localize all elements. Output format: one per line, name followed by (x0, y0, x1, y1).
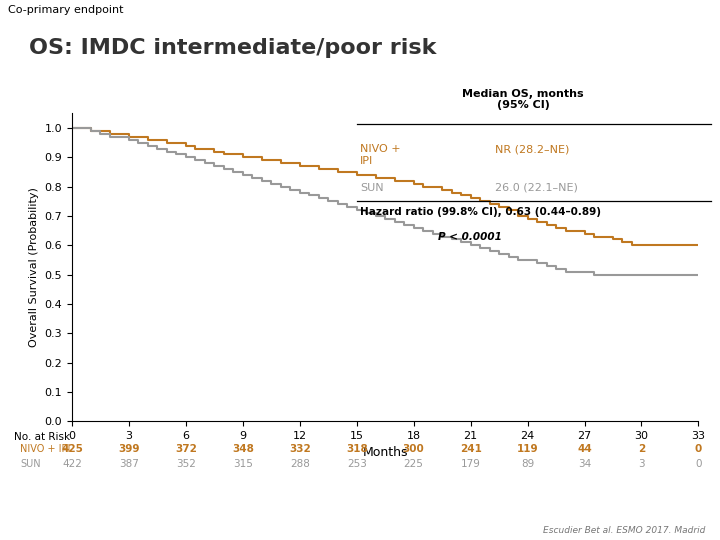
Text: 0: 0 (695, 459, 702, 469)
Text: 348: 348 (232, 444, 253, 454)
Text: 300: 300 (402, 444, 425, 454)
Text: NIVO + IPI: NIVO + IPI (20, 444, 71, 454)
Text: 119: 119 (517, 444, 539, 454)
Text: OS: IMDC intermediate/poor risk: OS: IMDC intermediate/poor risk (29, 38, 436, 58)
Text: 399: 399 (118, 444, 140, 454)
Text: SUN: SUN (20, 459, 41, 469)
Text: Co-primary endpoint: Co-primary endpoint (7, 5, 123, 15)
X-axis label: Months: Months (362, 447, 408, 460)
Text: 372: 372 (175, 444, 197, 454)
Text: 241: 241 (459, 444, 482, 454)
Text: 44: 44 (577, 444, 592, 454)
Text: 288: 288 (290, 459, 310, 469)
Text: NR (28.2–NE): NR (28.2–NE) (495, 144, 570, 154)
Text: 332: 332 (289, 444, 310, 454)
Text: 89: 89 (521, 459, 534, 469)
Text: Escudier Bet al. ESMO 2017. Madrid: Escudier Bet al. ESMO 2017. Madrid (543, 525, 706, 535)
Text: 34: 34 (578, 459, 591, 469)
Text: 225: 225 (404, 459, 423, 469)
Text: 253: 253 (347, 459, 366, 469)
Y-axis label: Overall Survival (Probability): Overall Survival (Probability) (29, 187, 39, 347)
Text: 422: 422 (62, 459, 82, 469)
Text: Median OS, months
(95% CI): Median OS, months (95% CI) (462, 89, 584, 110)
Text: 26.0 (22.1–NE): 26.0 (22.1–NE) (495, 183, 577, 193)
Text: 0: 0 (695, 444, 702, 454)
Text: Hazard ratio (99.8% CI), 0.63 (0.44–0.89): Hazard ratio (99.8% CI), 0.63 (0.44–0.89… (360, 207, 601, 217)
Text: 352: 352 (176, 459, 196, 469)
Text: No. at Risk: No. at Risk (14, 432, 71, 442)
Text: 2: 2 (638, 444, 645, 454)
Text: 425: 425 (61, 444, 83, 454)
Text: 318: 318 (346, 444, 368, 454)
Text: 3: 3 (638, 459, 645, 469)
Text: 315: 315 (233, 459, 253, 469)
Text: P < 0.0001: P < 0.0001 (438, 232, 502, 242)
Text: NIVO +
IPI: NIVO + IPI (360, 144, 401, 166)
Text: 179: 179 (461, 459, 480, 469)
Text: 387: 387 (119, 459, 139, 469)
Text: SUN: SUN (360, 183, 384, 193)
